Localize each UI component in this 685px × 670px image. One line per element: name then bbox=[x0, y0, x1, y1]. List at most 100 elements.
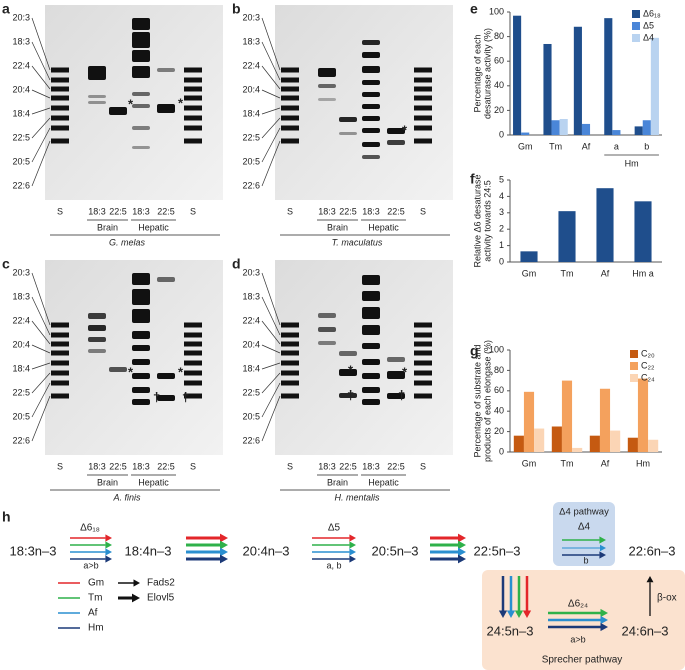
ladder-label: 18:3 bbox=[12, 36, 30, 46]
legend-label: C₂₄ bbox=[641, 372, 655, 382]
gel-panel: c20:318:322:420:418:422:520:522:6S 18:3 22… bbox=[2, 256, 223, 502]
gel-band bbox=[184, 86, 202, 92]
lane-label: S bbox=[190, 206, 196, 216]
gel-band bbox=[109, 367, 127, 372]
x-tick-label: Gm bbox=[518, 141, 533, 151]
band-marker: * bbox=[178, 95, 184, 110]
lane-label: 18:3 bbox=[132, 461, 150, 471]
enzyme-label: Δ4 bbox=[578, 522, 591, 533]
gel-band bbox=[387, 371, 405, 379]
gel-band bbox=[318, 84, 336, 88]
arrow-head bbox=[458, 554, 466, 564]
legend-label: Δ5 bbox=[643, 20, 654, 30]
gel-band bbox=[281, 95, 299, 101]
lane-label: 22:5 bbox=[109, 461, 127, 471]
panel-letter: g bbox=[470, 343, 479, 359]
panel-letter: e bbox=[470, 1, 478, 17]
gel-band bbox=[51, 370, 69, 376]
gel-band bbox=[339, 117, 357, 122]
bar bbox=[610, 430, 621, 452]
arrow-head bbox=[220, 533, 228, 543]
gel-band bbox=[414, 115, 432, 121]
bar bbox=[572, 447, 583, 452]
arrow-head bbox=[498, 610, 508, 618]
gel-band bbox=[362, 387, 380, 393]
band-marker: * bbox=[402, 364, 408, 379]
gel-band bbox=[51, 138, 69, 144]
gel-band bbox=[281, 332, 299, 338]
ladder-label: 22:4 bbox=[242, 60, 260, 70]
gel-band bbox=[362, 116, 380, 121]
bar bbox=[520, 251, 538, 262]
pathway-node: 18:3n–3 bbox=[10, 543, 57, 558]
gel-band bbox=[281, 350, 299, 356]
y-tick-label: 1 bbox=[499, 240, 504, 250]
gel-band bbox=[157, 277, 175, 282]
arrow-head bbox=[349, 541, 356, 549]
group-label: Hepatic bbox=[138, 222, 169, 232]
gel-band bbox=[281, 370, 299, 376]
ladder-label: 18:4 bbox=[12, 108, 30, 118]
legend-label: Tm bbox=[88, 593, 102, 604]
gel-band bbox=[281, 115, 299, 121]
band-marker: † bbox=[153, 389, 160, 404]
gel-band bbox=[132, 331, 150, 339]
x-tick-label: a bbox=[614, 141, 619, 151]
group-label: Brain bbox=[97, 477, 118, 487]
lane-label: 22:5 bbox=[387, 206, 405, 216]
band-marker: † bbox=[347, 387, 354, 402]
gel-band bbox=[132, 32, 150, 48]
ladder-label: 22:4 bbox=[12, 60, 30, 70]
gel-band bbox=[88, 66, 106, 80]
gel-band bbox=[362, 359, 380, 365]
ladder-label: 20:5 bbox=[12, 156, 30, 166]
gel-band bbox=[132, 399, 150, 405]
band-marker: * bbox=[348, 362, 354, 377]
x-tick-label: Tm bbox=[561, 268, 574, 278]
gel-band bbox=[184, 350, 202, 356]
group-label: Brain bbox=[97, 222, 118, 232]
y-axis-label: Percentage of each bbox=[472, 34, 482, 112]
ladder-label: 22:6 bbox=[12, 180, 30, 190]
lane-label: S bbox=[287, 461, 293, 471]
gel-band bbox=[281, 125, 299, 131]
bar bbox=[604, 18, 613, 135]
ladder-label: 18:4 bbox=[242, 108, 260, 118]
band-marker: * bbox=[178, 364, 184, 379]
gel-band bbox=[281, 67, 299, 73]
bar bbox=[589, 435, 600, 452]
lane-label: S bbox=[57, 461, 63, 471]
ladder-label: 20:4 bbox=[12, 84, 30, 94]
gel-band bbox=[51, 341, 69, 347]
gel-band bbox=[414, 67, 432, 73]
band-marker: † bbox=[398, 387, 405, 402]
gel-band bbox=[51, 360, 69, 366]
x-tick-label: b bbox=[644, 141, 649, 151]
y-tick-label: 40 bbox=[494, 406, 504, 416]
bar bbox=[513, 435, 524, 452]
x-tick-label: Tm bbox=[561, 458, 574, 468]
gel-panel: b20:318:322:420:418:422:520:522:6S 18:3 22… bbox=[232, 1, 453, 247]
y-tick-label: 80 bbox=[494, 31, 504, 41]
gel-band bbox=[339, 393, 357, 398]
legend-label: Hm bbox=[88, 623, 104, 634]
gel-band bbox=[132, 345, 150, 351]
bar bbox=[513, 15, 522, 135]
gel-band bbox=[51, 67, 69, 73]
arrow-head bbox=[600, 622, 608, 632]
gel-band bbox=[184, 115, 202, 121]
ladder-label: 22:6 bbox=[242, 435, 260, 445]
gel-band bbox=[184, 77, 202, 83]
ladder-label: 22:5 bbox=[242, 387, 260, 397]
ladder-pointer bbox=[261, 372, 281, 394]
x-tick-label: Af bbox=[601, 268, 610, 278]
gel-band bbox=[362, 80, 380, 85]
arrow-head bbox=[349, 548, 356, 556]
lane-label: 22:5 bbox=[157, 206, 175, 216]
enzyme-label: Δ6₁₈ bbox=[80, 523, 100, 534]
y-tick-label: 0 bbox=[499, 129, 504, 139]
ladder-pointer bbox=[31, 372, 51, 394]
arrow-head bbox=[599, 536, 606, 544]
gel-band bbox=[281, 393, 299, 399]
bar bbox=[634, 126, 643, 135]
